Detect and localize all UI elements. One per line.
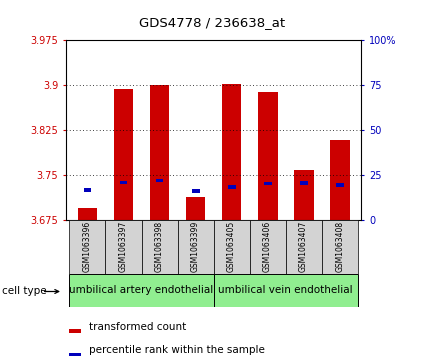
Text: percentile rank within the sample: percentile rank within the sample	[89, 345, 265, 355]
Text: GSM1063396: GSM1063396	[83, 221, 92, 273]
Bar	[213, 220, 249, 274]
Bar	[322, 220, 358, 274]
Bar	[105, 220, 142, 274]
Bar	[119, 181, 128, 184]
Text: GSM1063407: GSM1063407	[299, 221, 308, 273]
Bar	[258, 92, 278, 220]
Bar	[286, 220, 322, 274]
Bar	[330, 140, 349, 220]
Bar	[69, 274, 213, 307]
Bar	[300, 181, 308, 185]
Text: GSM1063397: GSM1063397	[119, 221, 128, 273]
Text: transformed count: transformed count	[89, 322, 186, 332]
Text: GSM1063399: GSM1063399	[191, 221, 200, 273]
Text: umbilical artery endothelial: umbilical artery endothelial	[69, 285, 214, 295]
Bar	[84, 188, 91, 192]
Bar	[78, 208, 97, 220]
Text: umbilical vein endothelial: umbilical vein endothelial	[218, 285, 353, 295]
Text: GSM1063405: GSM1063405	[227, 221, 236, 273]
Bar	[249, 220, 286, 274]
Bar	[69, 329, 81, 333]
Bar	[222, 83, 241, 220]
Bar	[186, 197, 205, 220]
Bar	[150, 85, 170, 220]
Bar	[178, 220, 214, 274]
Text: cell type: cell type	[2, 286, 47, 297]
Bar	[156, 179, 164, 183]
Bar	[69, 220, 105, 274]
Text: GDS4778 / 236638_at: GDS4778 / 236638_at	[139, 16, 286, 29]
Bar	[213, 274, 358, 307]
Bar	[192, 189, 199, 193]
Bar	[69, 352, 81, 356]
Bar	[228, 185, 235, 189]
Text: GSM1063398: GSM1063398	[155, 221, 164, 272]
Bar	[336, 183, 343, 187]
Text: GSM1063408: GSM1063408	[335, 221, 344, 272]
Bar	[264, 182, 272, 185]
Text: GSM1063406: GSM1063406	[263, 221, 272, 273]
Bar	[113, 89, 133, 220]
Bar	[142, 220, 178, 274]
Bar	[294, 170, 314, 220]
